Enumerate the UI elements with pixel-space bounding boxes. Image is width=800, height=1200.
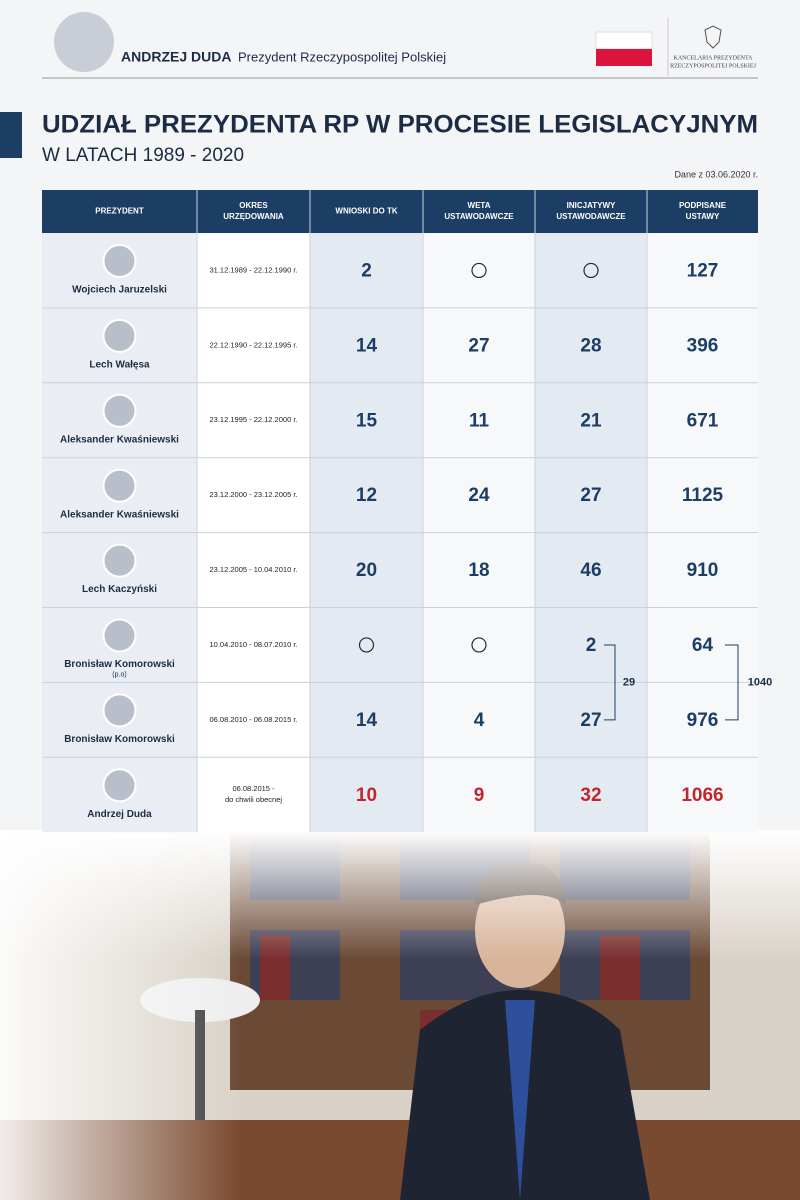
president-name: Aleksander Kwaśniewski bbox=[60, 434, 179, 445]
flag-white bbox=[595, 31, 653, 50]
cell-value: 27 bbox=[468, 335, 489, 356]
empty-marker bbox=[358, 637, 375, 653]
cell-value: 910 bbox=[687, 560, 719, 581]
cell-value: 27 bbox=[580, 485, 601, 506]
column-header: PREZYDENT bbox=[95, 207, 144, 216]
date-note: Dane z 03.06.2020 r. bbox=[674, 169, 758, 179]
cell-value: 10 bbox=[356, 785, 377, 806]
bracket-total: 1040 bbox=[748, 676, 772, 688]
subtitle: W LATACH 1989 - 2020 bbox=[42, 145, 244, 166]
cell-value: 12 bbox=[356, 485, 377, 506]
cell-value: 18 bbox=[468, 560, 489, 581]
cell-value: 32 bbox=[580, 785, 601, 806]
flag-red bbox=[596, 49, 652, 66]
period: do chwili obecnej bbox=[225, 795, 282, 804]
cell-value: 671 bbox=[687, 410, 719, 431]
portrait bbox=[102, 468, 137, 503]
table-header bbox=[42, 190, 758, 233]
empty-marker bbox=[471, 637, 487, 653]
cell-value: 2 bbox=[586, 635, 597, 656]
column-header: WNIOSKI DO TK bbox=[335, 207, 397, 216]
cell-value: 28 bbox=[580, 335, 601, 356]
bracket bbox=[725, 644, 739, 721]
cell-value: 64 bbox=[692, 635, 714, 656]
president-name: Lech Kaczyński bbox=[82, 584, 157, 595]
portrait bbox=[102, 768, 137, 803]
cell-value: 24 bbox=[468, 485, 490, 506]
cell-value: 127 bbox=[687, 260, 719, 281]
column-header: WETA bbox=[468, 201, 491, 210]
table: PREZYDENT OKRES URZĘDOWANIA WNIOSKI DO TK WE… bbox=[42, 190, 772, 833]
cell-value: 14 bbox=[356, 710, 378, 731]
portrait bbox=[102, 618, 137, 653]
period: 22.12.1990 - 22.12.1995 r. bbox=[210, 340, 298, 349]
emblem bbox=[704, 25, 722, 49]
cell-value: 15 bbox=[356, 410, 378, 431]
period: 31.12.1989 - 22.12.1990 r. bbox=[210, 265, 298, 274]
period: 23.12.1995 - 22.12.2000 r. bbox=[210, 415, 298, 424]
president-name: Andrzej Duda bbox=[87, 809, 152, 820]
header-name: ANDRZEJ DUDA bbox=[121, 49, 231, 65]
title-block bbox=[0, 112, 22, 158]
portrait bbox=[102, 244, 137, 278]
cell-value: 1066 bbox=[681, 785, 723, 806]
portrait bbox=[102, 543, 137, 578]
column-header: INICJATYWY bbox=[567, 201, 616, 210]
cell-value: 21 bbox=[580, 410, 602, 431]
portrait bbox=[102, 393, 137, 428]
bracket bbox=[604, 644, 616, 721]
cell-value: 1125 bbox=[682, 485, 724, 506]
portrait bbox=[102, 318, 137, 353]
period: 23.12.2000 - 23.12.2005 r. bbox=[210, 490, 298, 499]
cell-value: 46 bbox=[580, 560, 601, 581]
office-line: KANCELARIA PREZYDENTA bbox=[673, 55, 753, 61]
president-name: Wojciech Jaruzelski bbox=[72, 285, 167, 296]
title: UDZIAŁ PREZYDENTA RP W PROCESIE LEGISLAC… bbox=[42, 111, 758, 139]
cell-value: 27 bbox=[580, 710, 601, 731]
portrait bbox=[102, 693, 137, 728]
empty-marker bbox=[471, 262, 487, 279]
cell-value: 11 bbox=[469, 410, 490, 431]
header: ANDRZEJ DUDA Prezydent Rzeczypospolitej … bbox=[42, 12, 758, 79]
cell-value: 9 bbox=[474, 785, 485, 806]
period: 06.08.2010 - 06.08.2015 r. bbox=[210, 715, 298, 724]
column-header: PODPISANE bbox=[679, 201, 727, 210]
president-note: (p.o) bbox=[112, 671, 126, 678]
president-name: Bronisław Komorowski bbox=[64, 734, 175, 745]
cell-value: 20 bbox=[356, 560, 377, 581]
period: 06.08.2015 - bbox=[232, 784, 275, 793]
cell-value: 4 bbox=[474, 710, 485, 731]
column-header: URZĘDOWANIA bbox=[223, 212, 284, 221]
column-header: OKRES bbox=[239, 201, 268, 210]
column-header: USTAWY bbox=[686, 212, 720, 221]
president-name: Aleksander Kwaśniewski bbox=[60, 509, 179, 520]
bracket-total: 29 bbox=[623, 676, 635, 688]
office-line: RZECZYPOSPOLITEJ POLSKIEJ bbox=[670, 63, 757, 69]
photo bbox=[0, 830, 800, 1200]
portrait bbox=[54, 12, 114, 72]
cell-value: 14 bbox=[356, 335, 378, 356]
period: 23.12.2005 - 10.04.2010 r. bbox=[210, 565, 298, 574]
header-role: Prezydent Rzeczypospolitej Polskiej bbox=[238, 49, 446, 64]
period: 10.04.2010 - 08.07.2010 r. bbox=[210, 640, 298, 649]
president-name: Bronisław Komorowski bbox=[64, 659, 175, 670]
column-header: USTAWODAWCZE bbox=[444, 212, 514, 221]
cell-value: 976 bbox=[687, 710, 719, 731]
president-name: Lech Wałęsa bbox=[89, 360, 150, 371]
cell-value: 2 bbox=[361, 260, 372, 281]
cell-value: 396 bbox=[687, 335, 719, 356]
column-header: USTAWODAWCZE bbox=[556, 212, 626, 221]
empty-marker bbox=[583, 262, 599, 279]
